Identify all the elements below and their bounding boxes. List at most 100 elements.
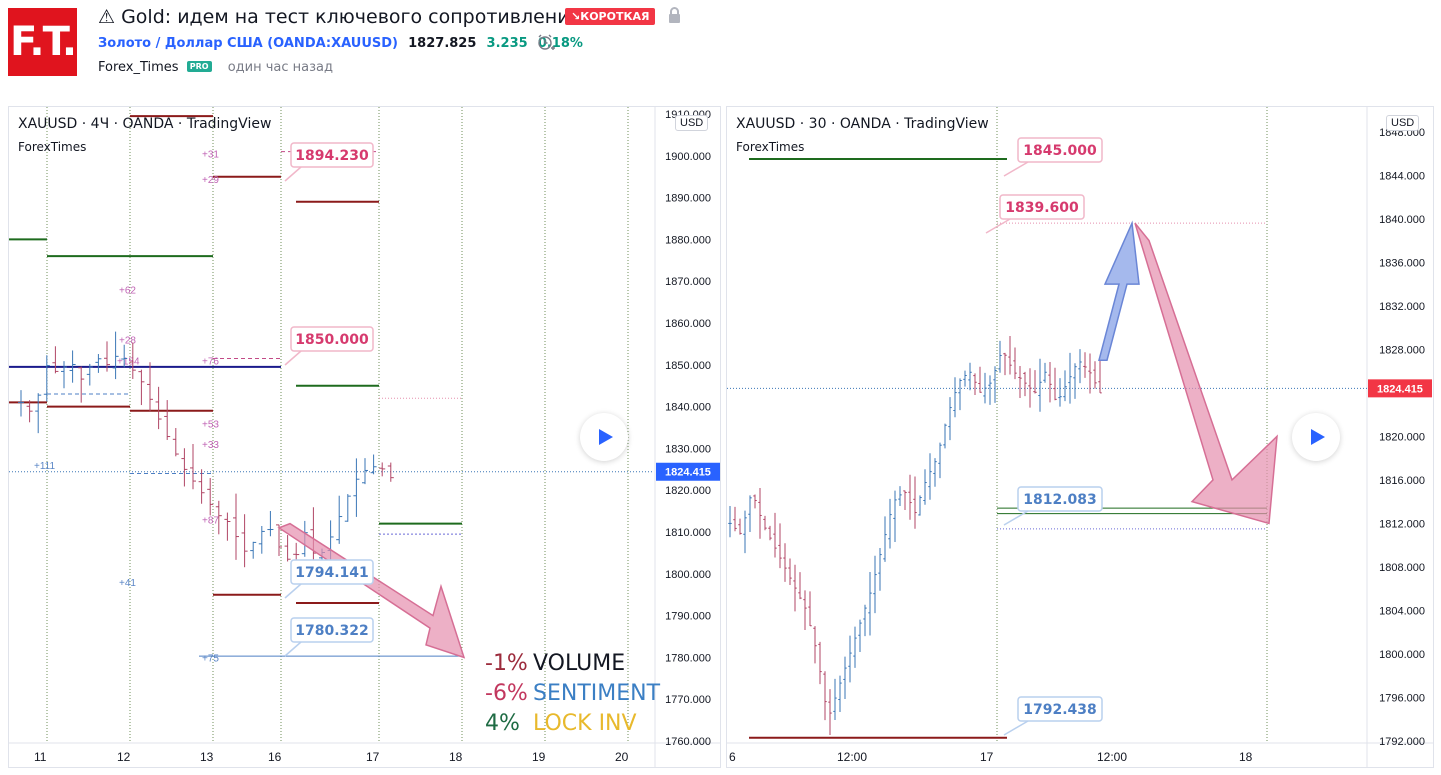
- ohlc-bar: [983, 372, 987, 404]
- short-direction-badge: ↘КОРОТКАЯ: [565, 8, 656, 25]
- current-price-tag-text: 1824.415: [1377, 383, 1423, 395]
- price-label-box: [1017, 486, 1103, 512]
- time-tick-label: 18: [1239, 750, 1253, 764]
- pro-badge: PRO: [186, 61, 212, 72]
- time-tick-label: 17: [366, 750, 380, 764]
- price-tick-label: 1836.000: [1379, 257, 1425, 269]
- ohlc-bar: [823, 671, 827, 721]
- price-label-box: [1017, 696, 1103, 722]
- last-price: 1827.825: [408, 36, 477, 51]
- price-label-box: [1017, 137, 1103, 163]
- ohlc-bar: [993, 366, 997, 403]
- time-tick-label: 12: [117, 750, 131, 764]
- level-tag: +33: [202, 440, 219, 451]
- chart-4h[interactable]: 1910.0001900.0001890.0001880.0001870.000…: [8, 106, 721, 768]
- price-tick-label: 1796.000: [1379, 692, 1425, 704]
- ohlc-bar: [888, 498, 892, 549]
- ohlc-bar: [813, 626, 817, 664]
- time-tick-label: 18: [449, 750, 463, 764]
- ohlc-bar: [1058, 378, 1062, 407]
- ohlc-bar: [953, 377, 957, 418]
- ohlc-bar: [748, 495, 752, 532]
- ohlc-bar: [778, 523, 782, 569]
- chart-4h-subheader: ForexTimes: [18, 140, 87, 154]
- ohlc-bar: [1018, 366, 1022, 398]
- time-tick-label: 13: [200, 750, 214, 764]
- price-tick-label: 1880.000: [665, 234, 711, 246]
- ohlc-bar: [95, 354, 102, 373]
- price-label-pointer: [284, 583, 302, 599]
- ohlc-bar: [172, 428, 179, 457]
- ohlc-bar: [215, 500, 222, 535]
- ohlc-bar: [129, 342, 136, 379]
- chart-30m-canvas[interactable]: 1848.0001844.0001840.0001836.0001832.000…: [727, 107, 1434, 768]
- ohlc-bar: [773, 512, 777, 558]
- price-label-box-text: 1845.000: [1023, 143, 1097, 159]
- forex-times-logo[interactable]: F.T.: [8, 8, 77, 76]
- ohlc-bar: [728, 505, 732, 538]
- stat-label: VOLUME: [533, 651, 626, 676]
- price-tick-label: 1816.000: [1379, 475, 1425, 487]
- price-tick-label: 1812.000: [1379, 518, 1425, 530]
- price-label-box: [290, 559, 374, 585]
- ohlc-bar: [928, 453, 932, 500]
- price-tick-label: 1760.000: [665, 736, 711, 748]
- price-tick-label: 1890.000: [665, 193, 711, 205]
- symbol-link[interactable]: Золото / Доллар США (OANDA:XAUUSD): [98, 36, 398, 51]
- level-tag: +76: [202, 357, 219, 368]
- time-tick-label: 12:00: [1097, 750, 1127, 764]
- ohlc-bar: [1098, 359, 1102, 394]
- ohlc-bar: [733, 506, 737, 532]
- ohlc-bar: [923, 469, 927, 505]
- price-label-pointer: [1003, 161, 1029, 177]
- price-tick-label: 1832.000: [1379, 301, 1425, 313]
- play-button[interactable]: [1292, 413, 1340, 461]
- currency-button[interactable]: USD: [1386, 115, 1420, 131]
- price-tick-label: 1808.000: [1379, 562, 1425, 574]
- price-label-box: [290, 617, 374, 643]
- ohlc-bar: [753, 494, 757, 509]
- ohlc-bar: [1028, 368, 1032, 408]
- ohlc-bar: [948, 397, 952, 441]
- price-tick-label: 1770.000: [665, 694, 711, 706]
- stat-row: -6% SENTIMENT: [485, 679, 660, 709]
- ohlc-bar: [818, 641, 822, 685]
- ohlc-bar: [86, 363, 93, 386]
- stat-row: 4% LOCK INV: [485, 709, 660, 739]
- published-time: один час назад: [227, 60, 333, 75]
- ohlc-bar: [958, 378, 962, 411]
- price-label-pointer: [284, 350, 302, 366]
- ohlc-bar: [883, 516, 887, 562]
- currency-button[interactable]: USD: [675, 115, 709, 131]
- time-tick-label: 6: [729, 750, 736, 764]
- level-tag: +41: [119, 578, 136, 589]
- ohlc-bar: [1053, 367, 1057, 401]
- time-tick-label: 19: [532, 750, 546, 764]
- ohlc-bar: [763, 515, 767, 531]
- chart-4h-canvas[interactable]: 1910.0001900.0001890.0001880.0001870.000…: [9, 107, 721, 768]
- time-tick-label: 16: [268, 750, 282, 764]
- price-label-box-text: 1839.600: [1005, 200, 1079, 216]
- ohlc-bar: [863, 604, 867, 637]
- ohlc-bar: [69, 350, 76, 383]
- ohlc-bar: [26, 400, 33, 423]
- price-label-box-text: 1812.083: [1023, 492, 1097, 508]
- ohlc-bar: [1043, 362, 1047, 383]
- author-name[interactable]: Forex_Times: [98, 60, 179, 75]
- chart-30m[interactable]: 1848.000 1844.000 1840.000 1836.000 1832.000…: [726, 106, 1434, 768]
- ohlc-bar: [1073, 363, 1077, 399]
- ohlc-bar: [232, 493, 240, 560]
- price-label-pointer: [1003, 510, 1029, 526]
- time-tick-label: 12:00: [837, 750, 867, 764]
- ohlc-bar: [189, 443, 197, 490]
- ohlc-bar: [968, 362, 972, 391]
- chart-30m-header: XAUUSD · 30 · OANDA · TradingView: [736, 116, 989, 132]
- price-tick-label: 1860.000: [665, 318, 711, 330]
- price-label-box-text: 1780.322: [295, 623, 369, 639]
- ohlc-bar: [121, 344, 128, 368]
- alarm-clock-icon[interactable]: [536, 33, 556, 53]
- ohlc-bar: [344, 494, 351, 522]
- ohlc-bar: [853, 626, 857, 668]
- play-button[interactable]: [580, 413, 628, 461]
- price-label-box-text: 1794.141: [295, 565, 369, 581]
